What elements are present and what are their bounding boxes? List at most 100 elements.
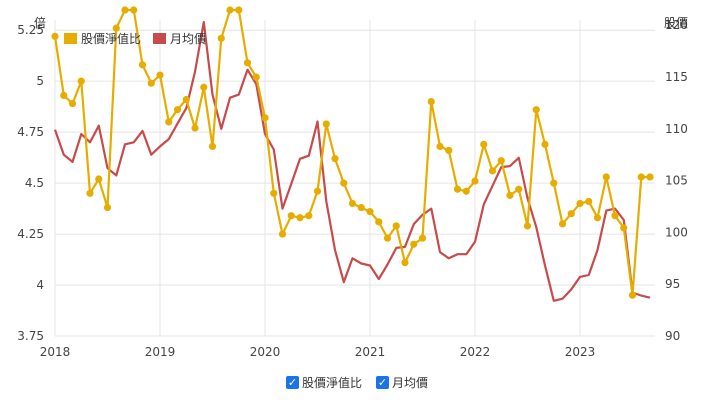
- data-point: [480, 140, 488, 148]
- series-toggles: ✓ 股價淨值比 ✓ 月均價: [0, 374, 714, 391]
- left-axis-title: 倍: [34, 16, 47, 30]
- left-tick-label: 3.75: [17, 329, 44, 343]
- left-tick-label: 4.75: [17, 125, 44, 139]
- right-tick-label: 110: [665, 122, 688, 136]
- data-point: [436, 142, 444, 150]
- data-point: [497, 157, 505, 165]
- data-point: [593, 214, 602, 222]
- right-tick-label: 115: [665, 70, 688, 84]
- data-point: [532, 106, 540, 114]
- data-point: [646, 173, 654, 181]
- data-point: [156, 71, 164, 79]
- data-point: [77, 77, 85, 85]
- data-point: [95, 175, 103, 183]
- data-point: [366, 208, 374, 216]
- data-point: [488, 167, 497, 175]
- data-point: [261, 114, 269, 122]
- data-point: [147, 79, 155, 87]
- data-point: [217, 34, 225, 42]
- legend-swatch-price: [153, 33, 167, 44]
- data-point: [418, 234, 427, 242]
- data-point: [383, 234, 392, 242]
- data-point: [112, 24, 120, 32]
- data-point: [375, 218, 383, 226]
- x-tick-label: 2020: [250, 345, 281, 359]
- data-point: [462, 187, 470, 195]
- data-point: [506, 191, 514, 199]
- data-point: [331, 155, 339, 163]
- data-point: [637, 173, 645, 181]
- legend-item-price[interactable]: 月均價: [153, 30, 206, 47]
- data-point: [357, 203, 365, 212]
- right-tick-label: 120: [665, 18, 688, 32]
- toggle-label-pbr: 股價淨值比: [301, 376, 362, 390]
- right-axis: 90 95 100 105 110 115 120: [665, 18, 688, 343]
- data-point: [401, 259, 409, 267]
- legend-label-pbr: 股價淨值比: [81, 32, 142, 46]
- data-point: [322, 120, 330, 128]
- data-point: [121, 6, 129, 14]
- data-point: [226, 6, 234, 14]
- data-point: [296, 214, 304, 222]
- data-point: [541, 140, 549, 148]
- legend-item-pbr[interactable]: 股價淨值比: [64, 30, 141, 47]
- data-point: [453, 185, 462, 193]
- x-axis: 2018 2019 2020 2021 2022 2023: [40, 345, 596, 359]
- x-tick-label: 2023: [565, 345, 596, 359]
- left-tick-label: 4: [36, 278, 44, 292]
- data-point: [550, 179, 558, 187]
- data-point: [191, 124, 199, 132]
- series-line-1: [53, 21, 651, 302]
- data-point: [173, 106, 182, 114]
- data-point: [103, 203, 112, 212]
- legend-label-price: 月均價: [170, 32, 207, 46]
- toggle-pbr[interactable]: ✓ 股價淨值比: [285, 374, 362, 391]
- left-tick-label: 4.25: [17, 227, 44, 241]
- data-point: [200, 83, 208, 91]
- data-point: [471, 177, 479, 185]
- left-tick-label: 5.25: [17, 23, 44, 37]
- data-point: [567, 210, 575, 218]
- data-point: [86, 189, 94, 197]
- data-point: [576, 199, 584, 208]
- legend-top: 股價淨值比 月均價: [64, 30, 206, 47]
- checkbox-pbr[interactable]: ✓: [285, 376, 299, 389]
- data-point: [410, 240, 418, 248]
- left-tick-label: 4.5: [25, 176, 44, 190]
- legend-swatch-pbr: [64, 33, 77, 44]
- data-point: [235, 6, 243, 14]
- right-tick-label: 95: [665, 277, 680, 291]
- x-tick-label: 2022: [460, 345, 491, 359]
- data-point: [305, 212, 313, 220]
- data-point: [427, 97, 435, 106]
- right-tick-label: 90: [665, 329, 680, 343]
- right-tick-label: 105: [665, 174, 688, 188]
- data-point: [252, 73, 260, 81]
- data-point: [392, 222, 400, 230]
- data-point: [620, 224, 628, 232]
- right-axis-title: 股價: [664, 16, 689, 30]
- toggle-price[interactable]: ✓ 月均價: [376, 374, 428, 391]
- data-point: [138, 61, 147, 69]
- data-point: [313, 187, 322, 195]
- data-point: [208, 142, 217, 150]
- right-tick-label: 100: [665, 225, 688, 239]
- left-axis: 3.75 4 4.25 4.5 4.75 5 5.25: [17, 23, 44, 343]
- data-point: [515, 185, 523, 193]
- series-line-0: [53, 8, 650, 297]
- data-point: [278, 230, 287, 238]
- data-point: [243, 59, 252, 67]
- x-tick-label: 2018: [40, 345, 71, 359]
- data-point: [165, 118, 173, 126]
- data-point: [628, 291, 637, 299]
- data-point: [585, 197, 593, 206]
- checkbox-price[interactable]: ✓: [376, 376, 389, 389]
- data-point: [182, 95, 190, 104]
- x-tick-label: 2019: [145, 345, 176, 359]
- data-point: [523, 222, 532, 230]
- data-point: [602, 173, 610, 181]
- data-point: [340, 179, 348, 187]
- data-point: [270, 189, 278, 197]
- data-point: [60, 91, 68, 100]
